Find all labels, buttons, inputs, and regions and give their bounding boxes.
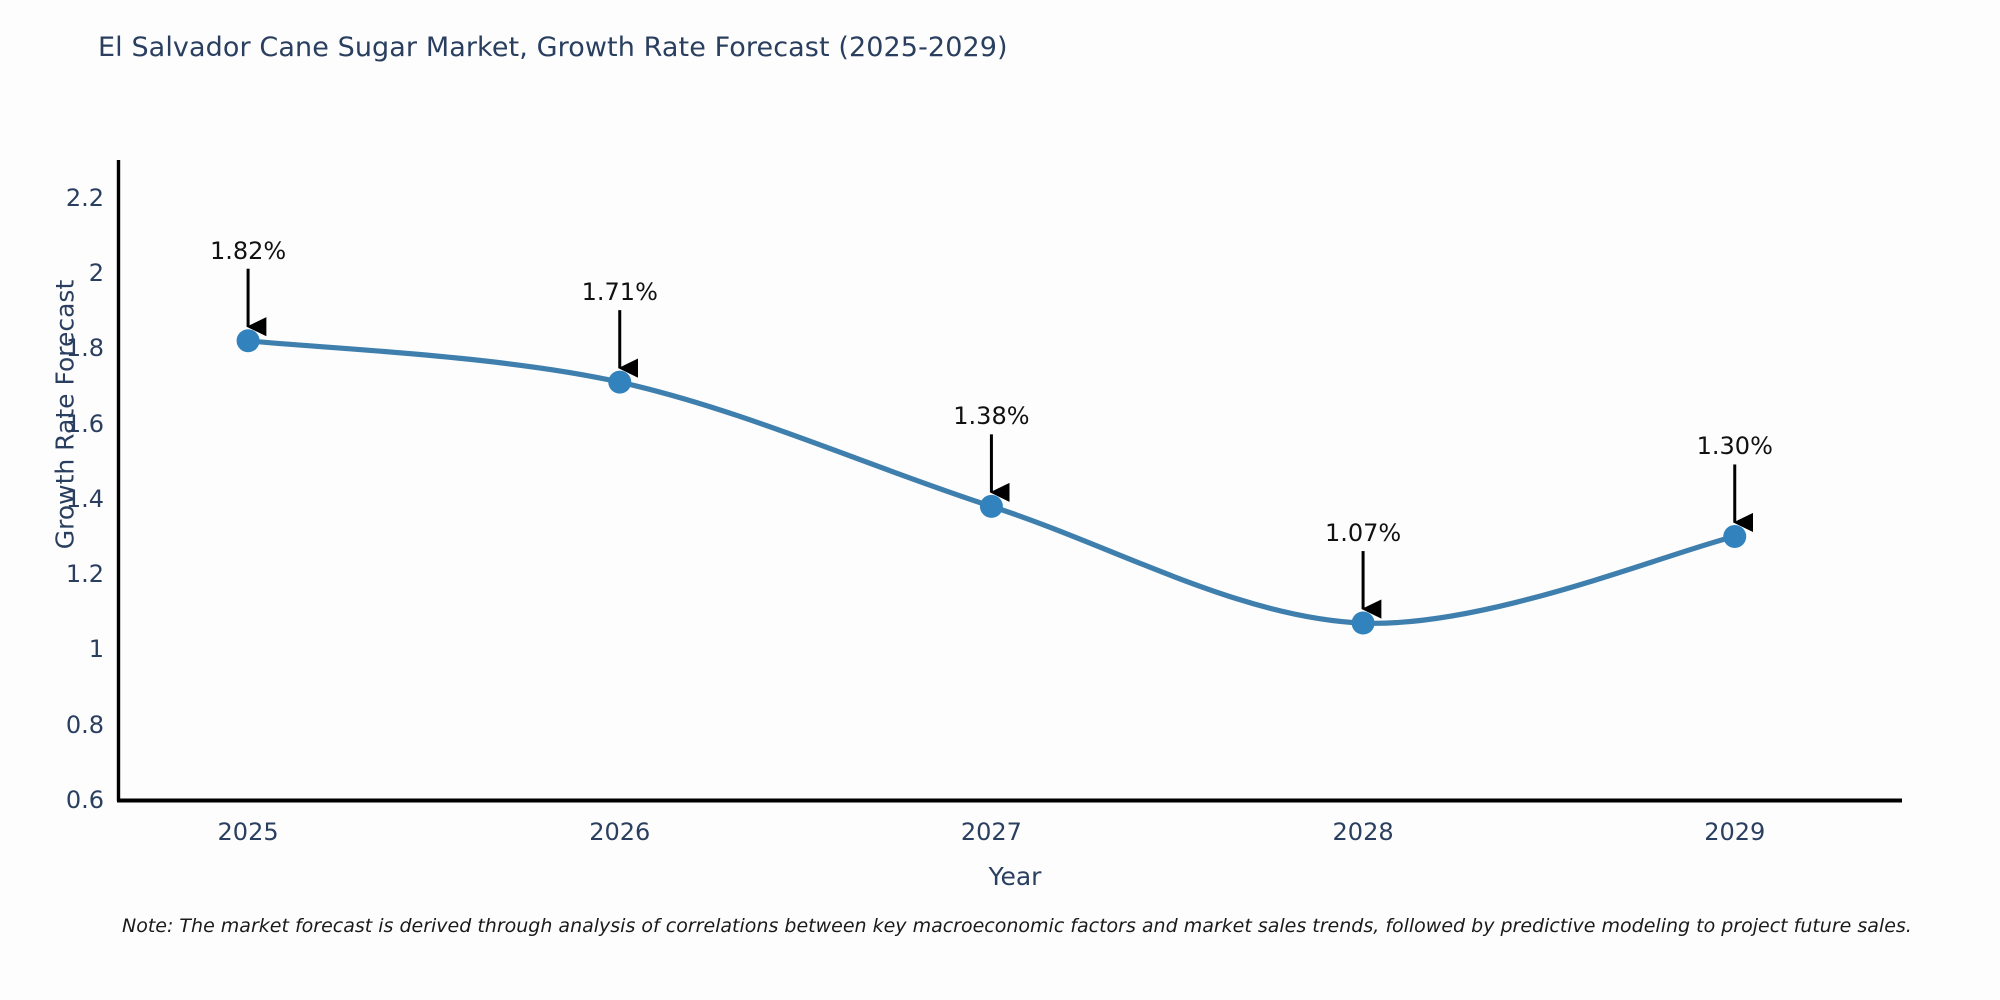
data-point-marker[interactable]: [1723, 524, 1747, 548]
annotation-label: 1.71%: [581, 278, 658, 307]
data-point-marker[interactable]: [1351, 611, 1375, 635]
x-tick-label: 2028: [1332, 818, 1394, 846]
x-tick-label: 2029: [1704, 818, 1766, 846]
chart-footnote: Note: The market forecast is derived thr…: [122, 915, 1912, 937]
annotation-label: 1.30%: [1696, 432, 1773, 461]
annotation-arrows: [246, 268, 1754, 619]
annotation-label: 1.82%: [209, 236, 287, 265]
data-point-marker[interactable]: [979, 494, 1003, 518]
annotation-label: 1.38%: [953, 402, 1030, 431]
x-axis-title: Year: [988, 862, 1042, 891]
y-tick-label: 1.2: [65, 560, 104, 589]
data-point-marker[interactable]: [236, 329, 260, 353]
x-tick-label: 2027: [960, 818, 1022, 846]
y-tick-label: 2.2: [65, 183, 104, 212]
data-point-marker[interactable]: [608, 370, 632, 394]
chart-title: El Salvador Cane Sugar Market, Growth Ra…: [98, 32, 1008, 63]
annotation-label: 1.07%: [1324, 519, 1402, 548]
y-tick-label: 0.8: [65, 710, 104, 739]
x-tick-label: 2025: [217, 818, 279, 846]
y-tick-label: 1.8: [65, 334, 104, 363]
y-tick-label: 2: [88, 258, 104, 287]
x-tick-label: 2026: [589, 818, 651, 846]
y-tick-label: 1: [88, 635, 104, 664]
y-tick-label: 1.6: [65, 409, 104, 438]
y-tick-label: 0.6: [65, 786, 104, 814]
y-tick-label: 1.4: [65, 484, 104, 513]
